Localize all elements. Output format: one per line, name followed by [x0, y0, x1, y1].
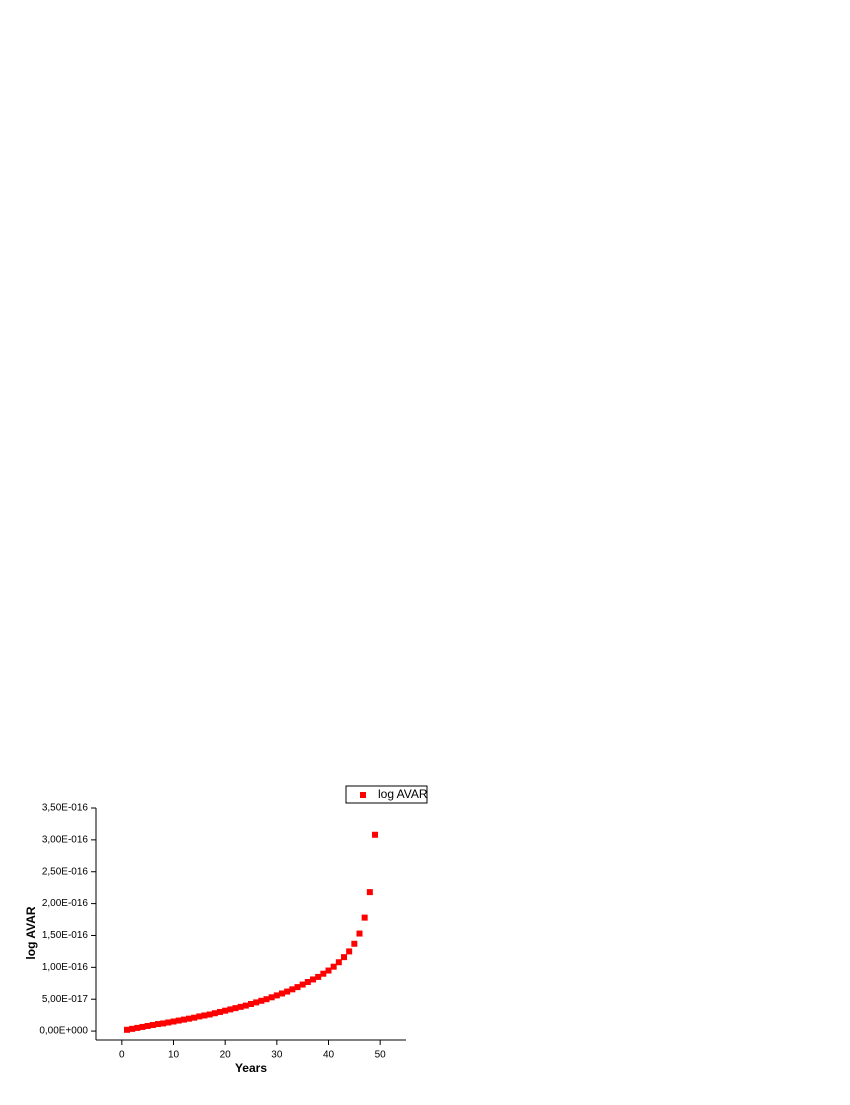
marker: [304, 979, 311, 985]
marker: [155, 1021, 161, 1028]
marker: [124, 1026, 130, 1033]
y-tick-label: 2,50E-016: [42, 866, 89, 877]
y-tick-label: 2,00E-016: [42, 898, 89, 909]
marker: [346, 948, 353, 955]
marker: [165, 1019, 172, 1026]
x-tick-label: 30: [271, 1050, 283, 1061]
y-tick-label: 0,00E+000: [39, 1026, 88, 1037]
x-tick-label: 50: [375, 1050, 387, 1061]
marker: [335, 959, 342, 966]
legend-box: [345, 785, 428, 804]
marker: [315, 973, 322, 980]
marker: [268, 994, 275, 1001]
marker: [341, 954, 347, 961]
marker: [310, 976, 316, 983]
marker: [284, 988, 291, 995]
marker: [351, 940, 358, 947]
marker: [222, 1007, 229, 1014]
legend-marker: [360, 792, 366, 798]
marker: [144, 1022, 151, 1029]
marker: [175, 1017, 182, 1024]
x-tick-label: 10: [168, 1050, 180, 1061]
marker: [253, 999, 260, 1006]
marker: [186, 1015, 192, 1022]
marker: [232, 1005, 239, 1012]
x-tick-label: 0: [119, 1050, 125, 1061]
marker: [273, 992, 280, 999]
x-tick-label: 40: [323, 1050, 335, 1061]
marker: [227, 1006, 234, 1013]
y-tick-label: 1,00E-016: [42, 962, 89, 973]
marker: [279, 990, 285, 997]
marker: [160, 1020, 167, 1027]
marker: [134, 1024, 141, 1031]
marker: [294, 984, 301, 991]
marker: [191, 1014, 198, 1021]
y-tick-label: 3,50E-016: [42, 803, 89, 814]
marker: [289, 986, 296, 993]
marker: [248, 1000, 254, 1007]
marker: [149, 1022, 156, 1029]
marker: [242, 1002, 249, 1009]
marker: [320, 970, 327, 977]
marker: [263, 996, 270, 1003]
marker: [372, 831, 378, 838]
marker: [206, 1011, 213, 1018]
y-tick-label: 3,00E-016: [42, 835, 89, 846]
y-tick-label: 5,00E-017: [42, 994, 89, 1005]
y-axis-label: log AVAR: [24, 906, 38, 959]
marker: [217, 1008, 223, 1015]
marker: [196, 1013, 203, 1020]
marker: [139, 1023, 146, 1030]
marker: [201, 1012, 208, 1019]
x-tick-label: 20: [220, 1050, 232, 1061]
legend-label: log AVAR: [378, 787, 428, 801]
marker: [366, 889, 373, 896]
marker: [299, 981, 306, 988]
y-tick-label: 1,50E-016: [42, 930, 89, 941]
marker: [170, 1018, 177, 1025]
marker: [325, 967, 332, 974]
marker: [330, 963, 337, 970]
x-axis-label: Years: [235, 1061, 267, 1075]
marker: [129, 1025, 136, 1032]
marker: [237, 1003, 244, 1010]
marker: [356, 930, 363, 937]
marker: [258, 997, 265, 1004]
marker: [180, 1016, 187, 1023]
marker: [211, 1010, 218, 1017]
marker: [361, 914, 368, 921]
